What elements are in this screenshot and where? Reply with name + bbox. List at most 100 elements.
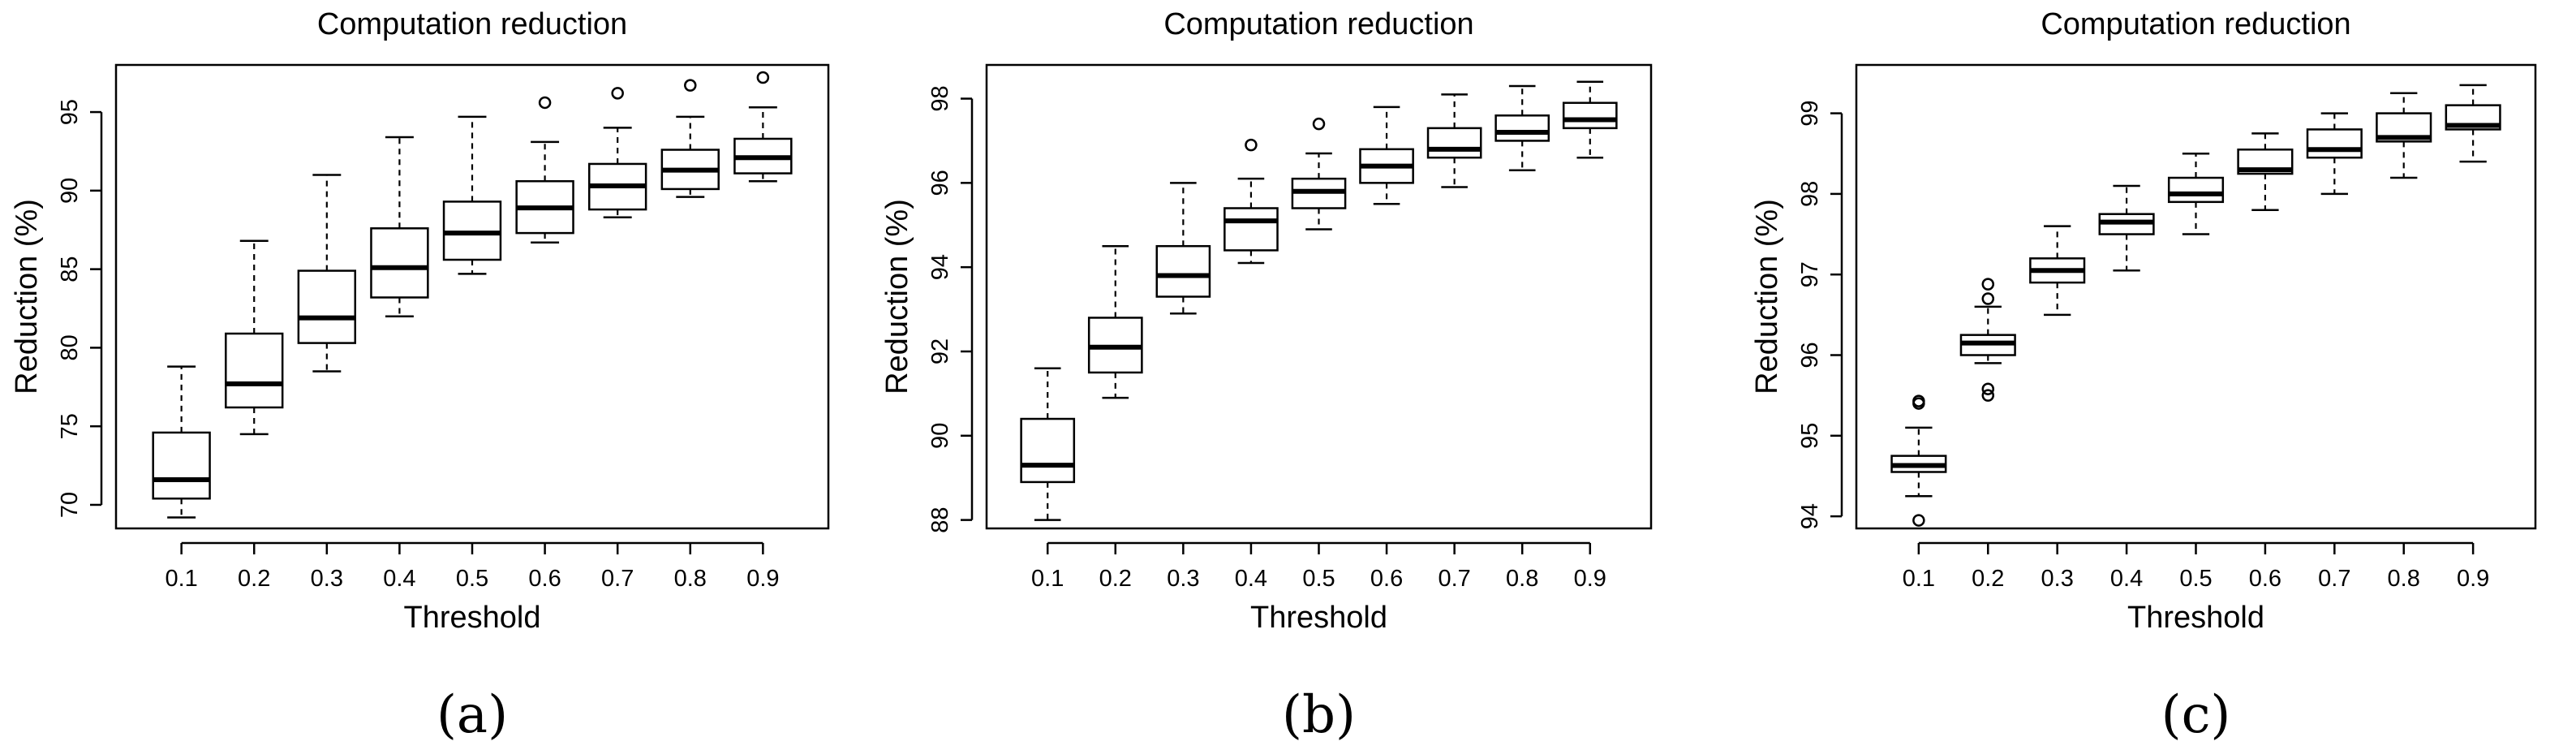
interquartile-box [1020, 417, 1076, 484]
box-0.3 [297, 174, 357, 373]
y-tick-label: 98 [1797, 181, 1823, 207]
box-0.6 [2237, 132, 2294, 211]
x-tick-label: 0.5 [1302, 566, 1335, 592]
x-tick-label: 0.9 [1574, 566, 1606, 592]
box-0.8 [2376, 92, 2432, 179]
y-tick-label: 85 [57, 256, 83, 282]
plot-frame [985, 63, 1653, 530]
box-0.6 [515, 96, 574, 244]
interquartile-box [370, 227, 429, 299]
box-0.1 [1020, 367, 1076, 521]
interquartile-box [1562, 101, 1618, 130]
box-0.7 [2306, 112, 2363, 196]
x-tick-label: 0.7 [1438, 566, 1470, 592]
chart-title: Computation reduction [317, 7, 627, 41]
box-0.3 [2029, 225, 2086, 317]
x-tick-label: 0.2 [1972, 566, 2004, 592]
interquartile-box [1426, 127, 1482, 159]
x-tick-label: 0.8 [1506, 566, 1538, 592]
x-tick-label: 0.2 [1099, 566, 1132, 592]
interquartile-box [2306, 128, 2363, 159]
outlier-point [1981, 292, 1995, 305]
y-tick-label: 96 [927, 170, 953, 196]
box-0.8 [660, 79, 720, 198]
panel-b: Computation reduction 88 90 92 94 96 98 Reducti… [880, 7, 1653, 745]
interquartile-box [1155, 244, 1211, 298]
y-tick-label: 99 [1797, 100, 1823, 126]
x-tick-label: 0.8 [2388, 566, 2420, 592]
x-axis-label: Threshold [404, 601, 541, 635]
chart-title: Computation reduction [2041, 7, 2350, 41]
x-tick-label: 0.3 [2041, 566, 2074, 592]
outlier-point [611, 87, 624, 100]
y-tick-label: 80 [57, 334, 83, 360]
x-tick-label: 0.5 [2179, 566, 2212, 592]
x-tick-label: 0.4 [2110, 566, 2143, 592]
x-tick-label: 0.9 [746, 566, 779, 592]
box-0.4 [370, 136, 429, 317]
box-0.2 [1087, 244, 1143, 399]
plot-frame [114, 63, 830, 530]
y-tick-label: 75 [57, 413, 83, 439]
x-tick-label: 0.6 [528, 566, 561, 592]
x-tick-label: 0.3 [1167, 566, 1199, 592]
box-0.5 [442, 115, 502, 275]
outlier-point [1981, 382, 1995, 395]
box-0.1 [152, 365, 211, 519]
box-0.5 [1291, 117, 1347, 231]
x-axis-label: Threshold [1250, 601, 1387, 635]
box-0.4 [2098, 184, 2155, 272]
panel-caption: (a) [437, 685, 508, 745]
y-tick-label: 97 [1797, 261, 1823, 287]
box-0.2 [1959, 278, 2016, 402]
x-tick-label: 0.1 [1903, 566, 1935, 592]
x-tick-label: 0.4 [1235, 566, 1267, 592]
box-0.7 [587, 87, 647, 219]
outlier-point [1312, 117, 1326, 131]
y-tick-label: 94 [927, 254, 953, 280]
box-0.2 [225, 239, 284, 436]
chart-title: Computation reduction [1163, 7, 1473, 41]
y-tick-label: 95 [1797, 423, 1823, 449]
y-tick-label: 96 [1797, 342, 1823, 368]
outlier-point [1981, 389, 1995, 402]
panel-caption: (b) [1282, 685, 1356, 745]
y-axis-label: Reduction (%) [880, 199, 914, 394]
box-0.4 [1223, 138, 1279, 265]
x-tick-label: 0.2 [238, 566, 270, 592]
box-0.8 [1494, 84, 1550, 172]
x-tick-label: 0.8 [674, 566, 707, 592]
y-axis-label: Reduction (%) [10, 199, 44, 394]
x-tick-label: 0.7 [2318, 566, 2350, 592]
y-tick-label: 90 [927, 423, 953, 449]
outlier-point [1981, 278, 1995, 291]
x-tick-label: 0.1 [1031, 566, 1064, 592]
x-tick-label: 0.6 [2249, 566, 2281, 592]
panel-caption: (c) [2161, 685, 2231, 745]
interquartile-box [225, 332, 284, 409]
x-tick-label: 0.6 [1370, 566, 1403, 592]
y-axis-label: Reduction (%) [1750, 199, 1784, 394]
box-0.6 [1359, 106, 1414, 205]
plot-frame [1855, 63, 2537, 530]
y-tick-label: 94 [1797, 503, 1823, 529]
panel-c: Computation reduction 94 95 96 97 98 99 Reducti… [1750, 7, 2537, 745]
interquartile-box [297, 269, 357, 344]
outlier-point [684, 79, 697, 92]
y-tick-label: 70 [57, 492, 83, 518]
y-tick-label: 88 [927, 506, 953, 532]
outlier-point [1245, 138, 1258, 152]
y-tick-label: 95 [57, 99, 83, 125]
interquartile-box [152, 431, 211, 500]
box-0.7 [1426, 93, 1482, 188]
x-tick-label: 0.1 [165, 566, 197, 592]
box-0.3 [1155, 182, 1211, 315]
outlier-point [538, 96, 552, 110]
interquartile-box [1494, 114, 1550, 142]
outlier-point [1912, 514, 1925, 527]
x-tick-label: 0.7 [601, 566, 634, 592]
box-0.5 [2167, 152, 2225, 235]
x-tick-label: 0.4 [383, 566, 415, 592]
outlier-point [756, 71, 770, 84]
